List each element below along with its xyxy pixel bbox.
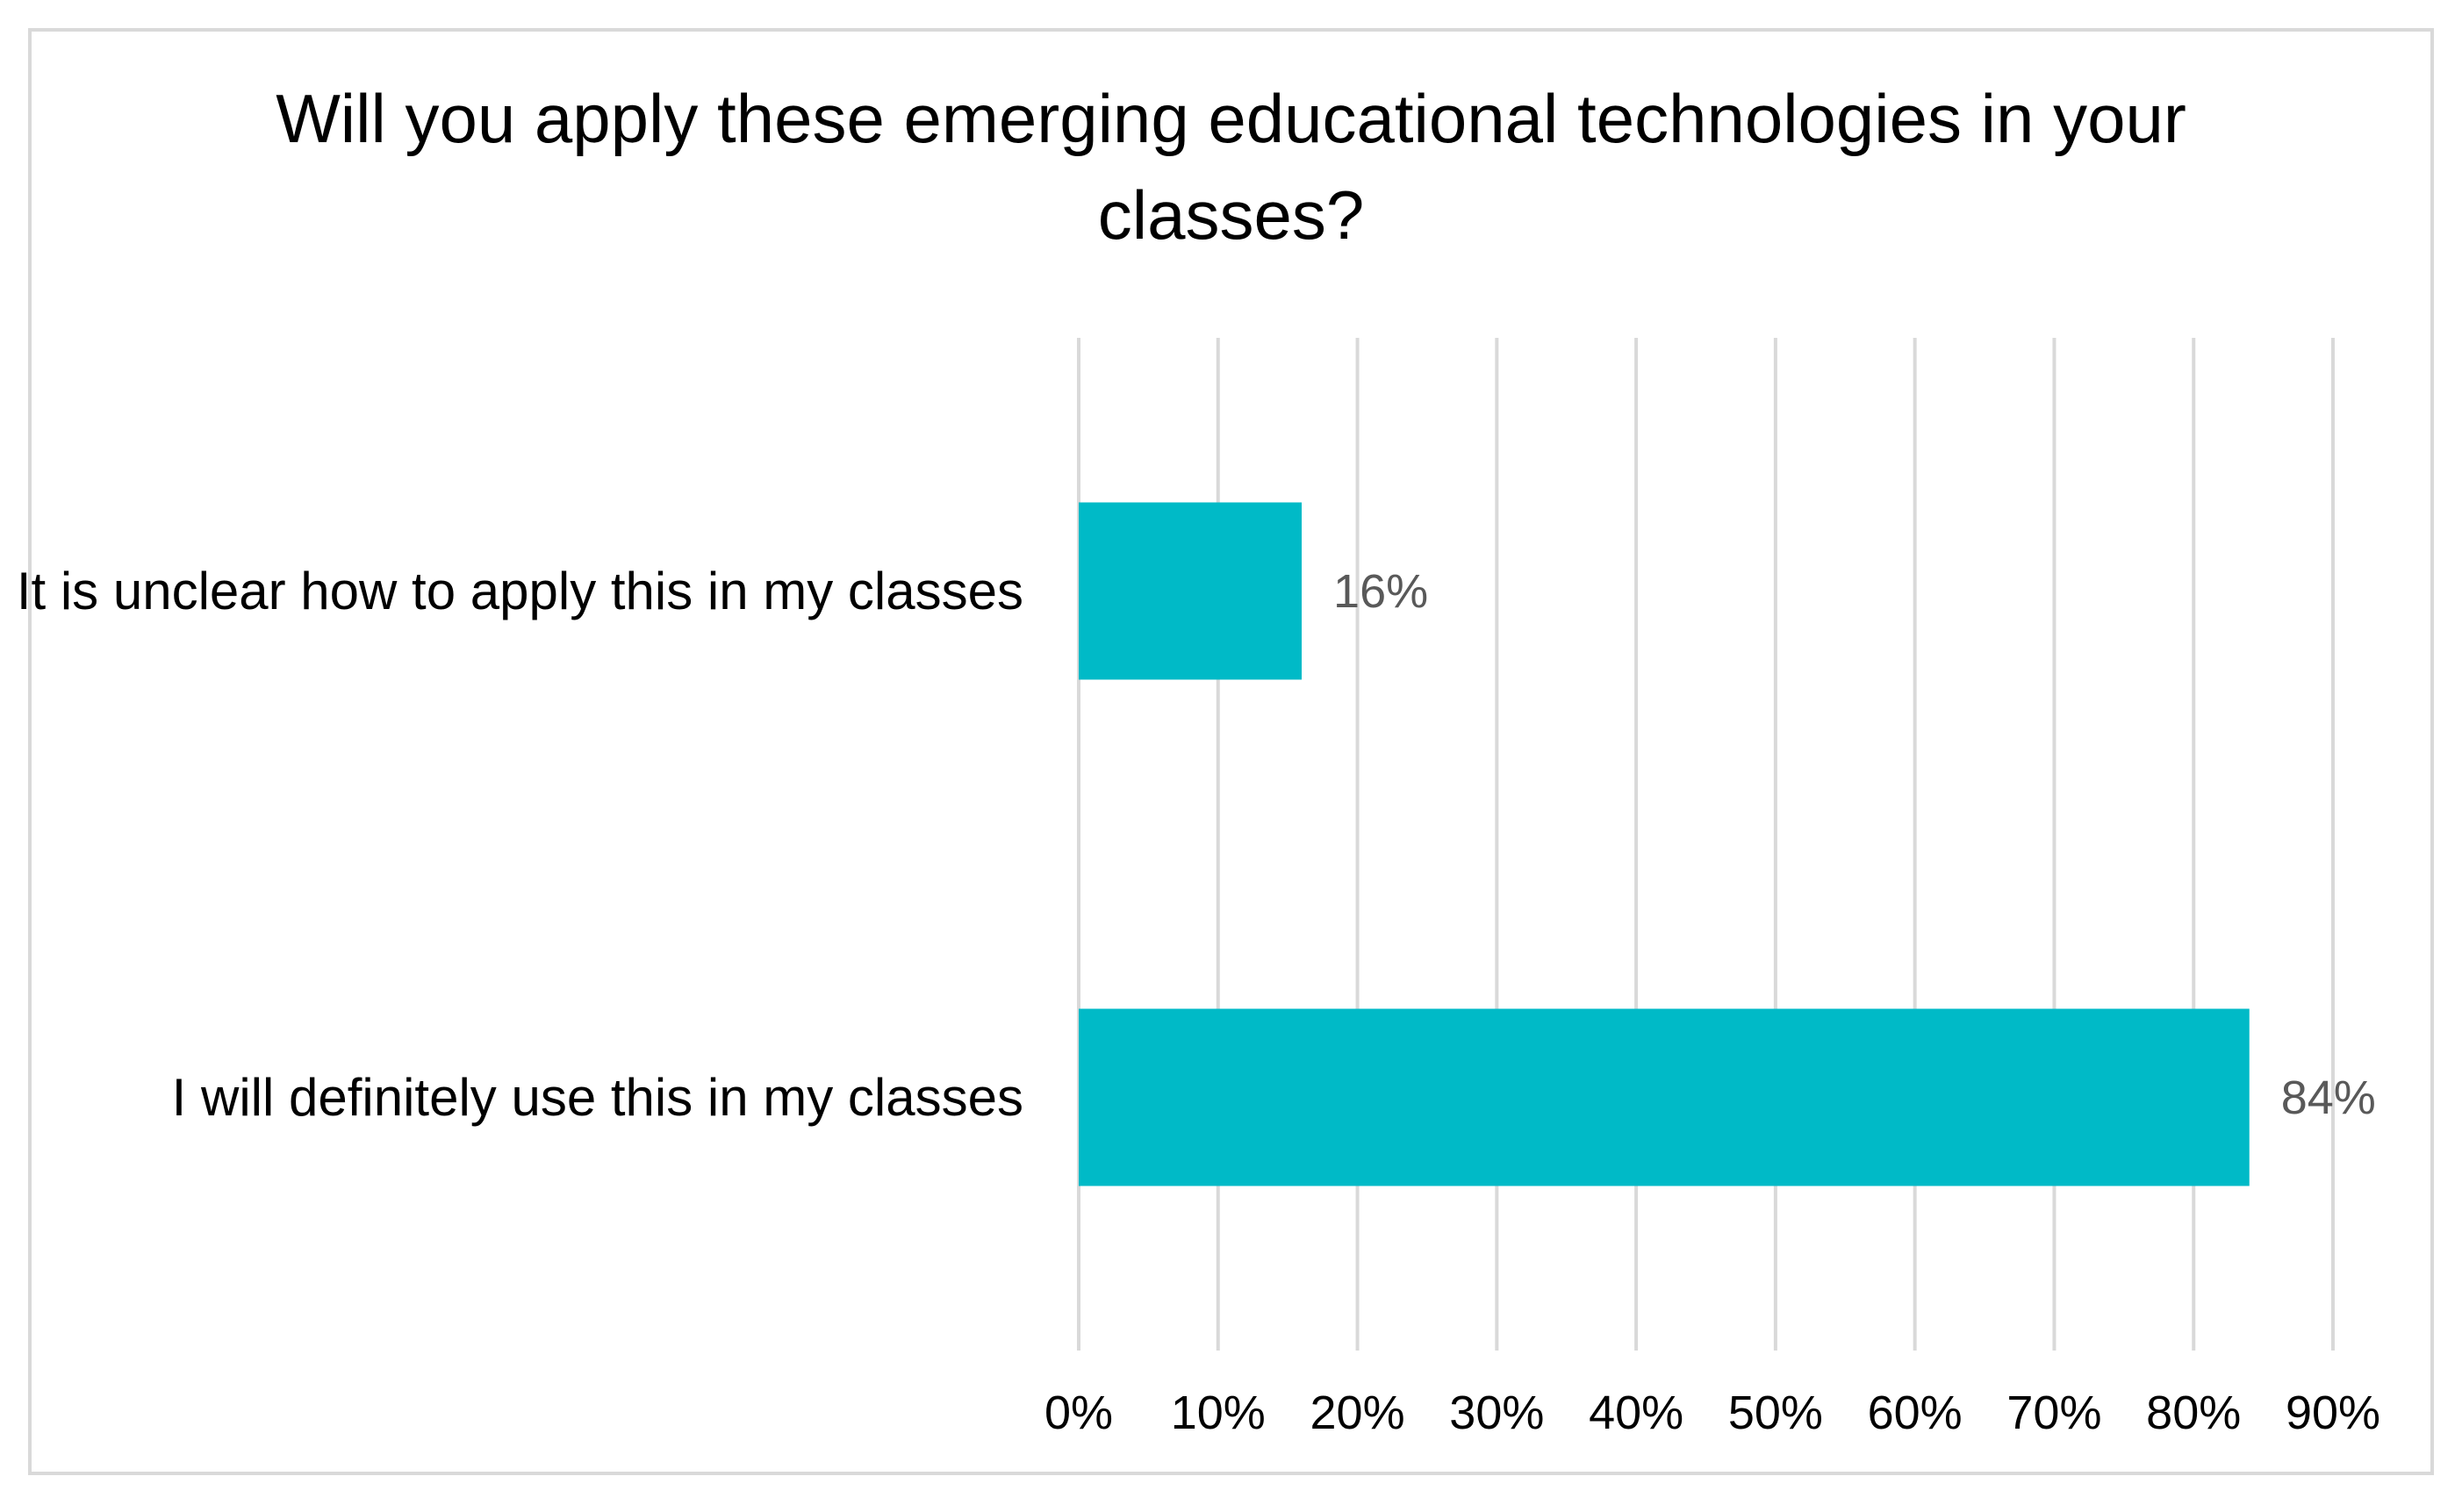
chart-border xyxy=(28,28,2434,1475)
chart-title: Will you apply these emerging educationa… xyxy=(276,80,2186,254)
bar xyxy=(1079,502,1303,680)
x-tick-label: 20% xyxy=(1310,1387,1405,1439)
x-tick-label: 60% xyxy=(1867,1387,1963,1439)
x-tick-label: 30% xyxy=(1449,1387,1545,1439)
value-label: 16% xyxy=(1333,564,1429,618)
bar xyxy=(1079,1008,2250,1186)
y-tick-label: It is unclear how to apply this in my cl… xyxy=(16,561,1023,620)
title-box: Will you apply these emerging educationa… xyxy=(0,70,2462,263)
x-tick-label: 90% xyxy=(2285,1387,2381,1439)
x-tick-label: 40% xyxy=(1589,1387,1684,1439)
x-tick-label: 10% xyxy=(1170,1387,1266,1439)
x-tick-label: 80% xyxy=(2146,1387,2242,1439)
x-tick-label: 50% xyxy=(1727,1387,1823,1439)
x-tick-label: 0% xyxy=(1044,1387,1114,1439)
x-tick-label: 70% xyxy=(2006,1387,2102,1439)
value-label: 84% xyxy=(2280,1071,2376,1124)
y-tick-label: I will definitely use this in my classes xyxy=(171,1067,1023,1127)
